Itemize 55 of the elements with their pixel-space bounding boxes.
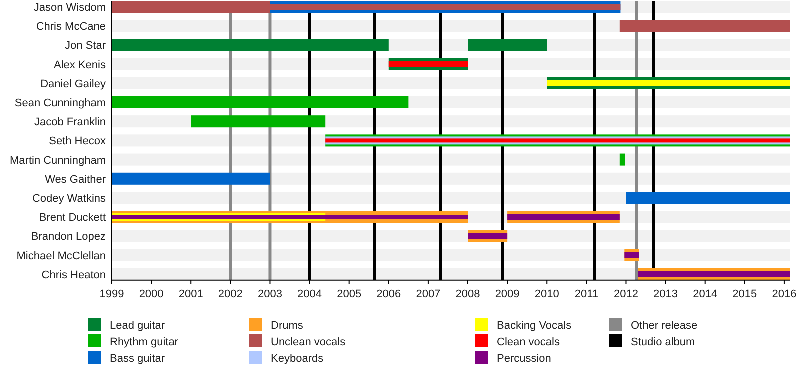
x-tick-label: 2000 [139,288,164,300]
legend-label: Lead guitar [110,320,166,332]
legend-label: Percussion [497,353,552,365]
x-tick-label: 2002 [218,288,243,300]
bar [626,192,790,204]
legend-label: Drums [271,320,304,332]
x-tick-label: 2001 [178,288,204,300]
y-tick-label: Alex Kenis [54,59,106,72]
legend-label: Other release [631,320,698,332]
x-tick-label: 2013 [654,288,678,300]
y-tick-label: Chris McCane [36,21,106,34]
bar [112,172,270,185]
x-tick-label: 2012 [614,288,638,300]
legend-label: Keyboards [271,353,324,365]
legend-label: Bass guitar [110,353,166,365]
legend-label: Studio album [631,336,696,348]
y-tick-label: Seth Hecox [49,136,106,148]
y-tick-label: Michael McClellan [16,250,106,262]
y-tick-label: Jason Wisdom [34,2,106,14]
bar [468,39,548,52]
bar [624,252,640,258]
y-tick-label: Wes Gaither [45,174,106,186]
bar [191,116,326,128]
x-tick-label: 2015 [732,288,758,300]
x-tick-label: 2010 [534,288,560,300]
bar [468,233,508,240]
y-tick-label: Martin Cunningham [10,154,106,167]
y-tick-label: Jacob Franklin [34,116,106,129]
bar [638,271,790,278]
x-tick-label: 2016 [772,288,797,300]
x-tick-label: 2011 [574,288,599,300]
x-tick-label: 2006 [376,288,402,300]
y-tick-label: Brandon Lopez [31,231,106,244]
bar [620,154,626,166]
x-tick-label: 2009 [495,288,520,300]
legend-label: Clean vocals [497,336,560,348]
bar [388,61,468,68]
x-tick-label: 2005 [337,288,362,300]
x-tick-label: 2003 [258,288,282,300]
y-tick-label: Codey Watkins [32,193,106,205]
bar [508,214,620,220]
x-tick-label: 2004 [298,288,322,300]
x-tick-label: 2007 [416,288,441,300]
y-tick-label: Chris Heaton [42,269,106,282]
legend-label: Unclean vocals [271,336,346,348]
x-tick-label: 1999 [100,288,124,300]
legend-label: Rhythm guitar [110,336,179,348]
y-tick-label: Daniel Gailey [40,78,106,90]
legend-label: Backing Vocals [497,320,572,332]
y-tick-label: Brent Duckett [39,212,106,224]
x-tick-label: 2008 [456,288,480,300]
bar [547,80,790,86]
y-tick-label: Jon Star [65,40,106,52]
y-tick-label: Sean Cunningham [14,98,106,110]
x-tick-label: 2014 [693,288,718,300]
